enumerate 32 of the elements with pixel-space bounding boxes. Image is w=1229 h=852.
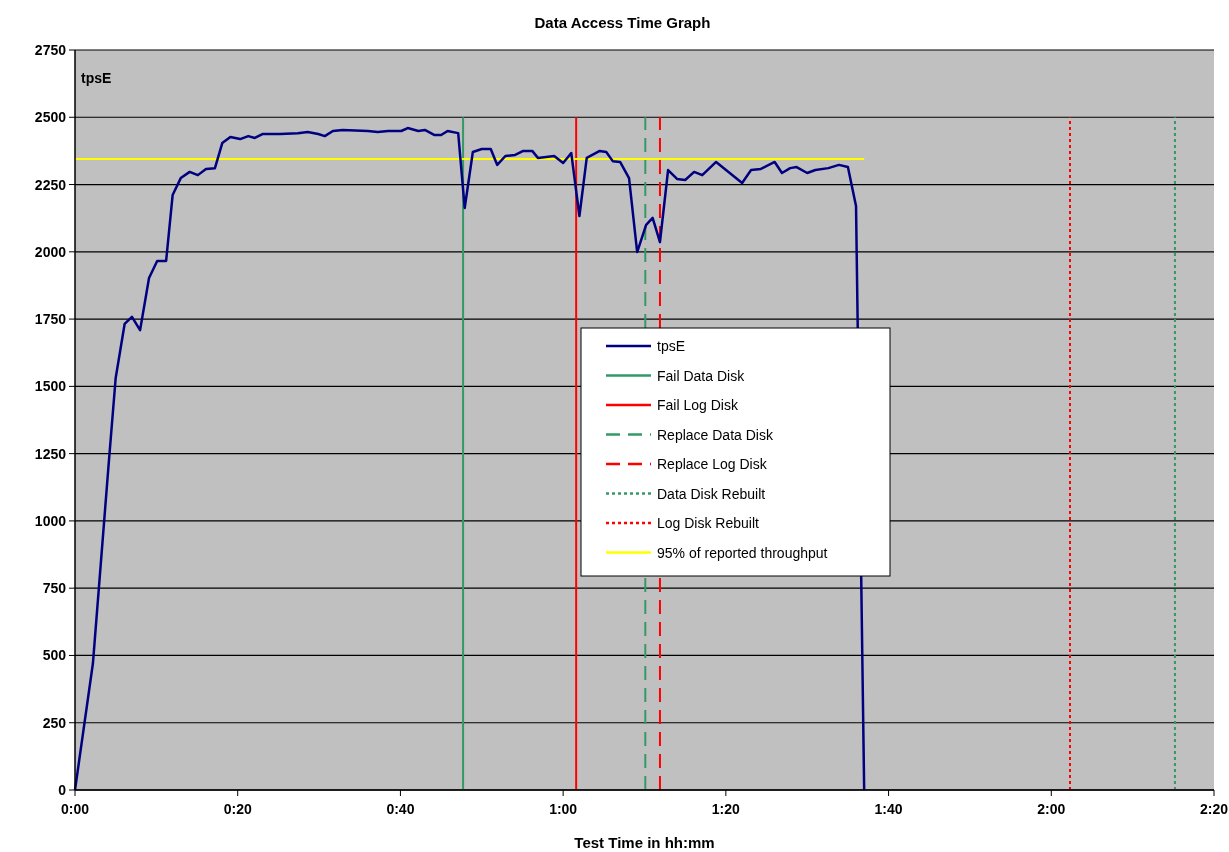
- x-tick-label: 2:20: [1199, 801, 1229, 817]
- y-tick-label: 1500: [34, 378, 67, 395]
- legend-label: Fail Data Disk: [657, 367, 746, 384]
- legend-label: Fail Log Disk: [657, 397, 739, 413]
- y-tick-label: 1000: [34, 512, 67, 529]
- y-tick-label: 2750: [34, 42, 67, 58]
- y-tick-label: 500: [42, 647, 67, 664]
- legend-label: Replace Log Disk: [657, 456, 768, 472]
- legend-label: Replace Data Disk: [657, 426, 774, 443]
- legend-label: Data Disk Rebuilt: [657, 485, 766, 502]
- chart-title: Data Access Time Graph: [534, 14, 711, 31]
- y-axis-title: tpsE: [81, 70, 112, 86]
- x-tick-label: 0:00: [60, 801, 90, 817]
- legend-label: 95% of reported throughput: [657, 544, 828, 561]
- x-tick-label: 1:00: [549, 801, 578, 817]
- legend-label: tpsE: [657, 338, 686, 354]
- y-tick-label: 2250: [34, 176, 67, 193]
- x-tick-label: 1:20: [711, 801, 741, 817]
- y-tick-label: 2500: [34, 109, 67, 126]
- x-axis-title: Test Time in hh:mm: [574, 834, 715, 851]
- x-tick-label: 0:20: [223, 801, 252, 817]
- x-tick-label: 2:00: [1037, 801, 1066, 817]
- y-tick-label: 2000: [34, 243, 67, 260]
- y-tick-label: 1750: [34, 311, 67, 328]
- line-series: [73, 126, 866, 792]
- x-tick-label: 0:40: [386, 801, 415, 817]
- legend-label: Log Disk Rebuilt: [657, 515, 760, 531]
- y-tick-label: 750: [42, 580, 67, 597]
- y-tick-label: 250: [42, 714, 67, 731]
- x-tick-label: 1:40: [874, 801, 903, 817]
- y-tick-label: 1250: [34, 445, 67, 462]
- y-tick-label: 0: [58, 782, 67, 798]
